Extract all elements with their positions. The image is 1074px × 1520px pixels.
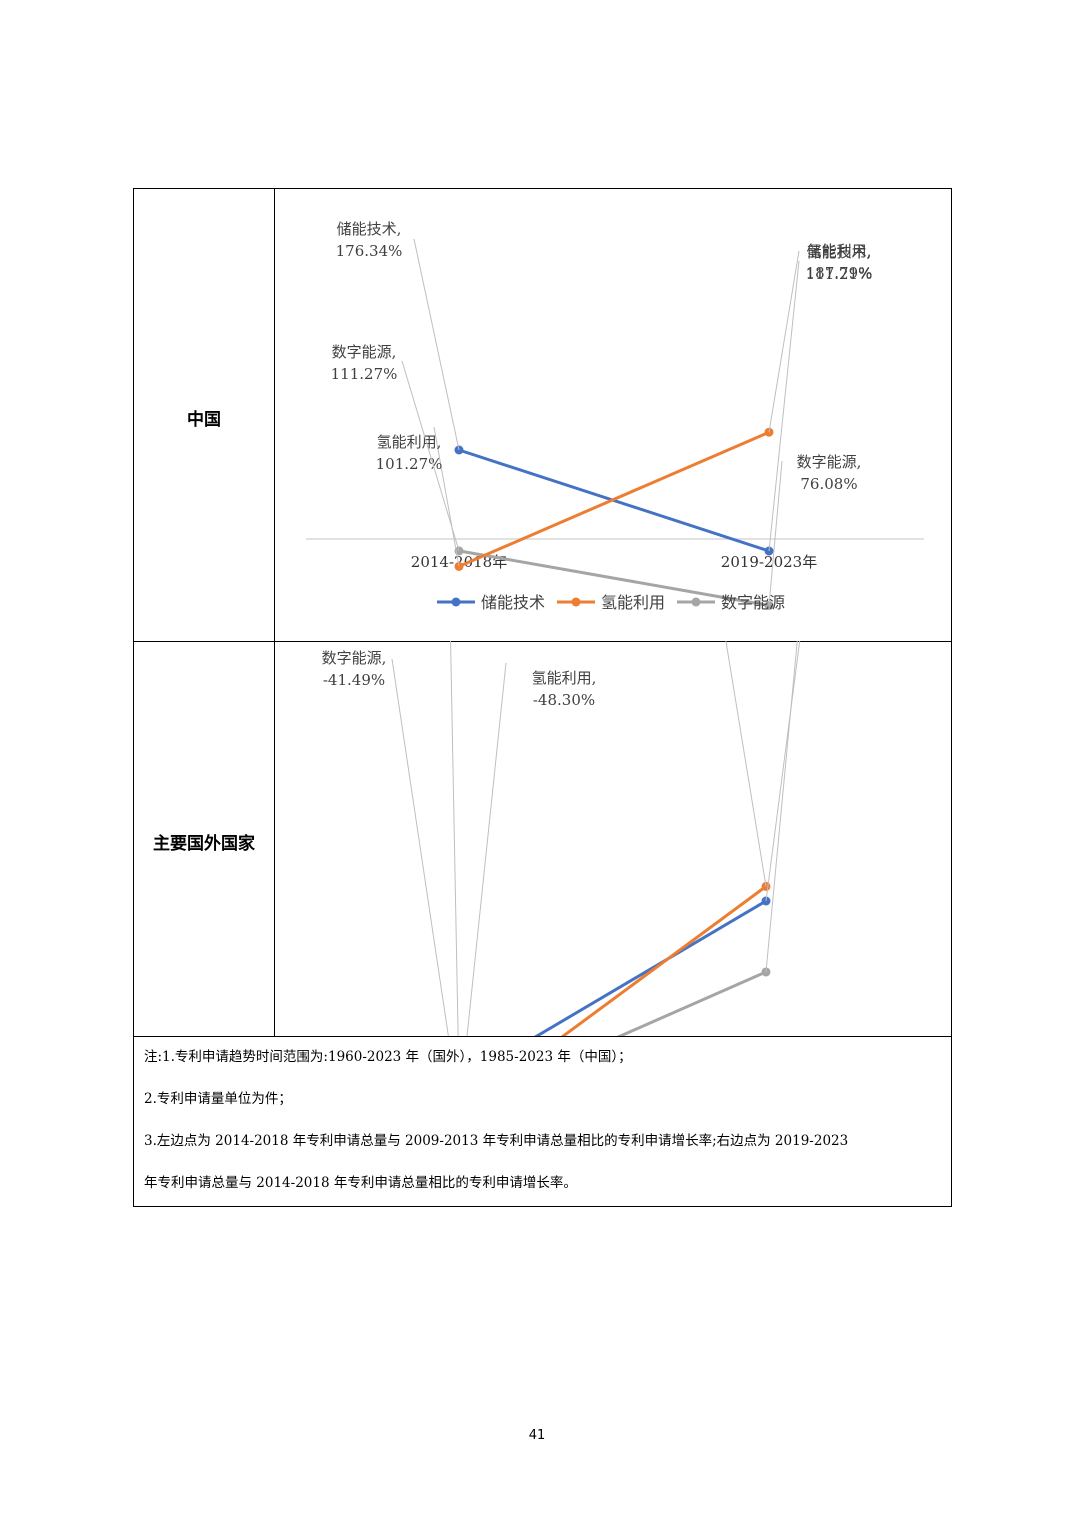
legend-label: 数字能源 [721,593,785,612]
note-line: 3.左边点为 2014-2018 年专利申请总量与 2009-2013 年专利申… [144,1131,848,1151]
data-label: 数字能源, [322,649,387,667]
data-label: 176.34% [336,242,403,260]
legend-marker [452,598,461,607]
foreign-growth-chart: 2014-2018年2019-2023年储能技术, -12.78%储能技术,19… [274,641,951,1036]
legend-label: 氢能利用 [601,593,665,612]
data-label: -41.49% [323,671,385,689]
legend-label: 储能技术 [481,593,545,612]
leader-line [414,239,459,450]
note-line: 年专利申请总量与 2014-2018 年专利申请总量相比的专利申请增长率。 [144,1173,577,1193]
series-line-数字能源 [459,972,766,1036]
data-label: 111.27% [331,365,398,383]
series-line-氢能利用 [459,432,769,566]
x-tick-label: 2019-2023年 [721,553,817,571]
note-line: 2.专利申请量单位为件； [144,1089,292,1109]
data-label: 数字能源, [797,453,862,471]
data-label: -48.30% [533,691,595,709]
row-label-china: 中国 [134,405,274,430]
data-point [455,562,464,571]
data-label: 氢能利用, [377,433,442,451]
page-number: 41 [0,1428,1074,1443]
leader-line [449,641,459,1036]
legend-marker [572,598,581,607]
leader-line [689,641,766,886]
data-point [762,882,771,891]
leader-line [766,641,812,972]
series-line-氢能利用 [459,886,766,1036]
data-label: 储能技术, [337,220,402,238]
china-growth-chart: 2014-2018年2019-2023年储能技术,176.34%储能技术,111… [274,189,951,641]
leader-line [392,659,459,1036]
data-label: 氢能利用, [532,669,597,687]
data-label: 101.27% [376,455,443,473]
data-label: 76.08% [800,475,857,493]
data-label: 数字能源, [332,343,397,361]
data-table: 中国 主要国外国家 2014-2018年2019-2023年储能技术,176.3… [133,188,952,1207]
notes-section: 注:1.专利申请趋势时间范围为:1960-2023 年（国外），1985-202… [144,1037,944,1207]
data-label: 187.79% [806,264,873,282]
leader-line [459,663,506,1036]
note-line: 注:1.专利申请趋势时间范围为:1960-2023 年（国外），1985-202… [144,1047,632,1067]
legend: 储能技术 氢能利用 数字能源 [437,593,785,612]
row-label-foreign: 主要国外国家 [134,829,274,854]
leader-line [766,641,829,901]
legend-marker [692,598,701,607]
data-label: 氢能利用, [807,242,872,260]
